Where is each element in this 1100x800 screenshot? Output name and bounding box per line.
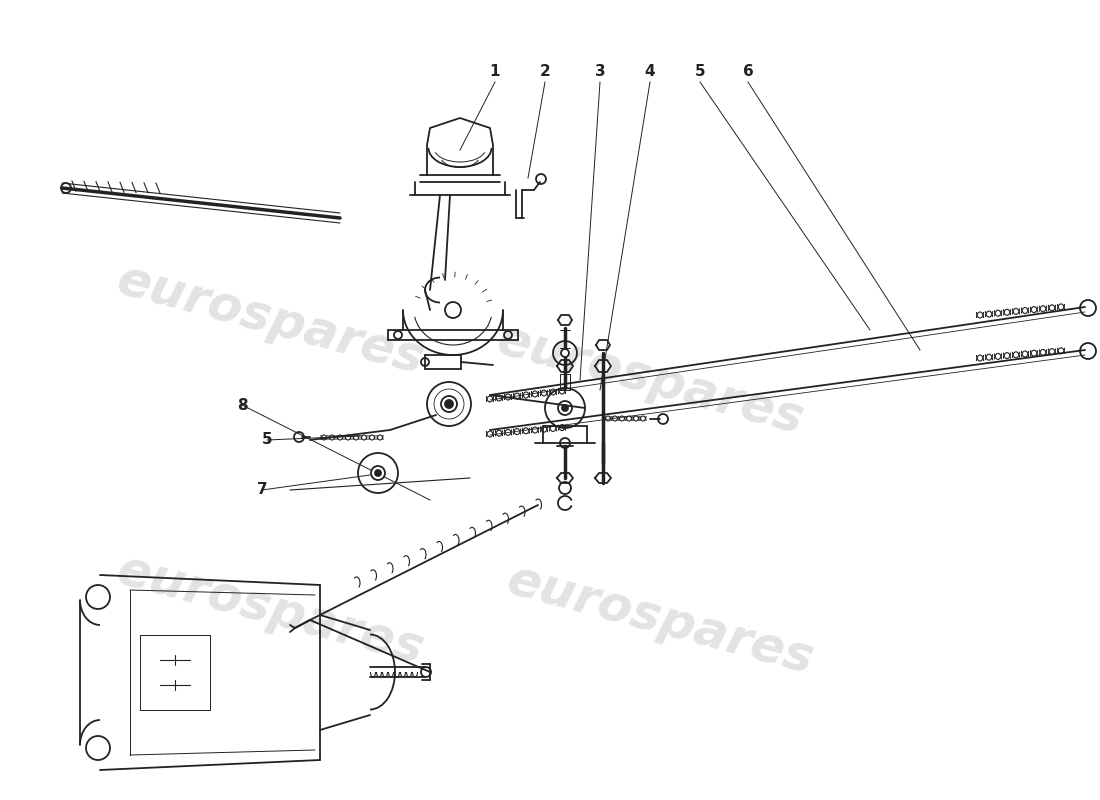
Text: 5: 5 (262, 433, 273, 447)
Circle shape (558, 401, 572, 415)
Circle shape (561, 349, 569, 357)
Text: 3: 3 (595, 65, 605, 79)
Text: eurospares: eurospares (111, 256, 429, 384)
Text: 6: 6 (742, 65, 754, 79)
Text: 7: 7 (256, 482, 267, 498)
Text: eurospares: eurospares (502, 556, 818, 684)
Text: 5: 5 (695, 65, 705, 79)
Text: eurospares: eurospares (492, 316, 808, 444)
Text: eurospares: eurospares (111, 546, 429, 674)
Text: 4: 4 (645, 65, 656, 79)
Circle shape (375, 470, 381, 476)
Text: 8: 8 (236, 398, 248, 413)
Text: 2: 2 (540, 65, 550, 79)
Circle shape (441, 396, 456, 412)
Text: 1: 1 (490, 65, 500, 79)
Circle shape (371, 466, 385, 480)
Circle shape (562, 405, 568, 411)
Circle shape (446, 400, 453, 408)
